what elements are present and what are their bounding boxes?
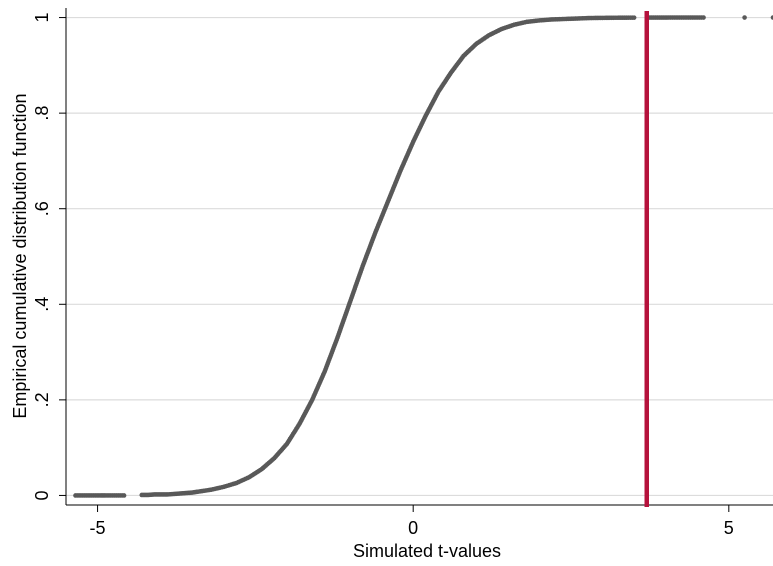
points-layer bbox=[73, 15, 773, 498]
x-tick-label: 5 bbox=[724, 518, 734, 538]
labels-layer: Simulated t-values Empirical cumulative … bbox=[10, 93, 501, 561]
y-tick-label: .8 bbox=[32, 106, 52, 121]
axes-layer: 0 .2 .4 .6 .8 1 -5 0 5 bbox=[32, 8, 773, 538]
x-axis-label: Simulated t-values bbox=[353, 541, 501, 561]
grid-layer bbox=[66, 16, 773, 497]
y-tick-label: .2 bbox=[32, 392, 52, 407]
y-tick-label: .4 bbox=[32, 297, 52, 312]
data-point bbox=[742, 15, 747, 20]
x-tick-label: -5 bbox=[90, 518, 106, 538]
x-tick-label: 0 bbox=[408, 518, 418, 538]
data-point bbox=[701, 15, 706, 20]
data-point bbox=[631, 15, 637, 20]
data-point bbox=[770, 15, 773, 20]
data-point bbox=[121, 493, 127, 498]
y-tick-label: .6 bbox=[32, 201, 52, 216]
y-axis-label: Empirical cumulative distribution functi… bbox=[10, 93, 30, 418]
y-tick-label: 0 bbox=[32, 490, 52, 500]
y-tick-label: 1 bbox=[32, 13, 52, 23]
